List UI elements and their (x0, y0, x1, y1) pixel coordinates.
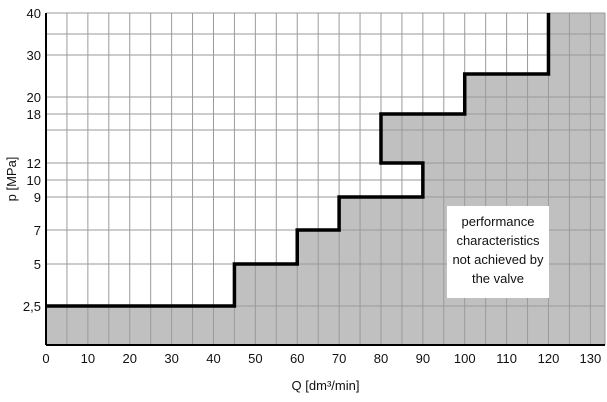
y-tick-label: 10 (27, 173, 41, 188)
annotation-text-line: performance (462, 214, 535, 229)
x-tick-label: 130 (579, 351, 601, 366)
x-tick-label: 20 (123, 351, 137, 366)
y-tick-label: 2,5 (23, 299, 41, 314)
annotation-text-line: characteristics (456, 233, 540, 248)
y-tick-label: 5 (34, 257, 41, 272)
x-tick-label: 60 (290, 351, 304, 366)
series-layer (46, 13, 551, 308)
x-tick-label: 0 (42, 351, 49, 366)
x-tick-label: 40 (206, 351, 220, 366)
y-tick-label: 18 (27, 107, 41, 122)
x-tick-label: 110 (496, 351, 517, 366)
annotation-layer: performance characteristics not achieved b… (447, 206, 549, 298)
y-tick-label: 20 (27, 90, 41, 105)
y-tick-label: 7 (34, 223, 41, 238)
x-tick-label: 100 (454, 351, 476, 366)
tick-label-layer: 0 10 20 30 40 50 60 70 80 90 100 110 120 130 2,5 5 7 9 10 1… (23, 6, 601, 366)
y-axis-label: p [MPa] (4, 157, 19, 202)
axis-layer (45, 13, 605, 346)
x-tick-label: 10 (81, 351, 95, 366)
annotation-text-line: the valve (472, 271, 524, 286)
y-tick-label: 30 (27, 48, 41, 63)
series-line (46, 13, 551, 308)
annotation-text-line: not achieved by (452, 252, 544, 267)
y-tick-label: 40 (27, 6, 41, 21)
x-tick-label: 70 (332, 351, 346, 366)
x-tick-label: 90 (416, 351, 430, 366)
x-tick-label: 50 (248, 351, 262, 366)
x-tick-label: 30 (164, 351, 178, 366)
y-tick-label: 9 (34, 190, 41, 205)
x-axis-label: Q [dm³/min] (292, 378, 360, 393)
x-tick-label: 120 (538, 351, 560, 366)
y-tick-label: 12 (27, 156, 41, 171)
annotation-box (447, 206, 549, 298)
x-tick-label: 80 (374, 351, 388, 366)
